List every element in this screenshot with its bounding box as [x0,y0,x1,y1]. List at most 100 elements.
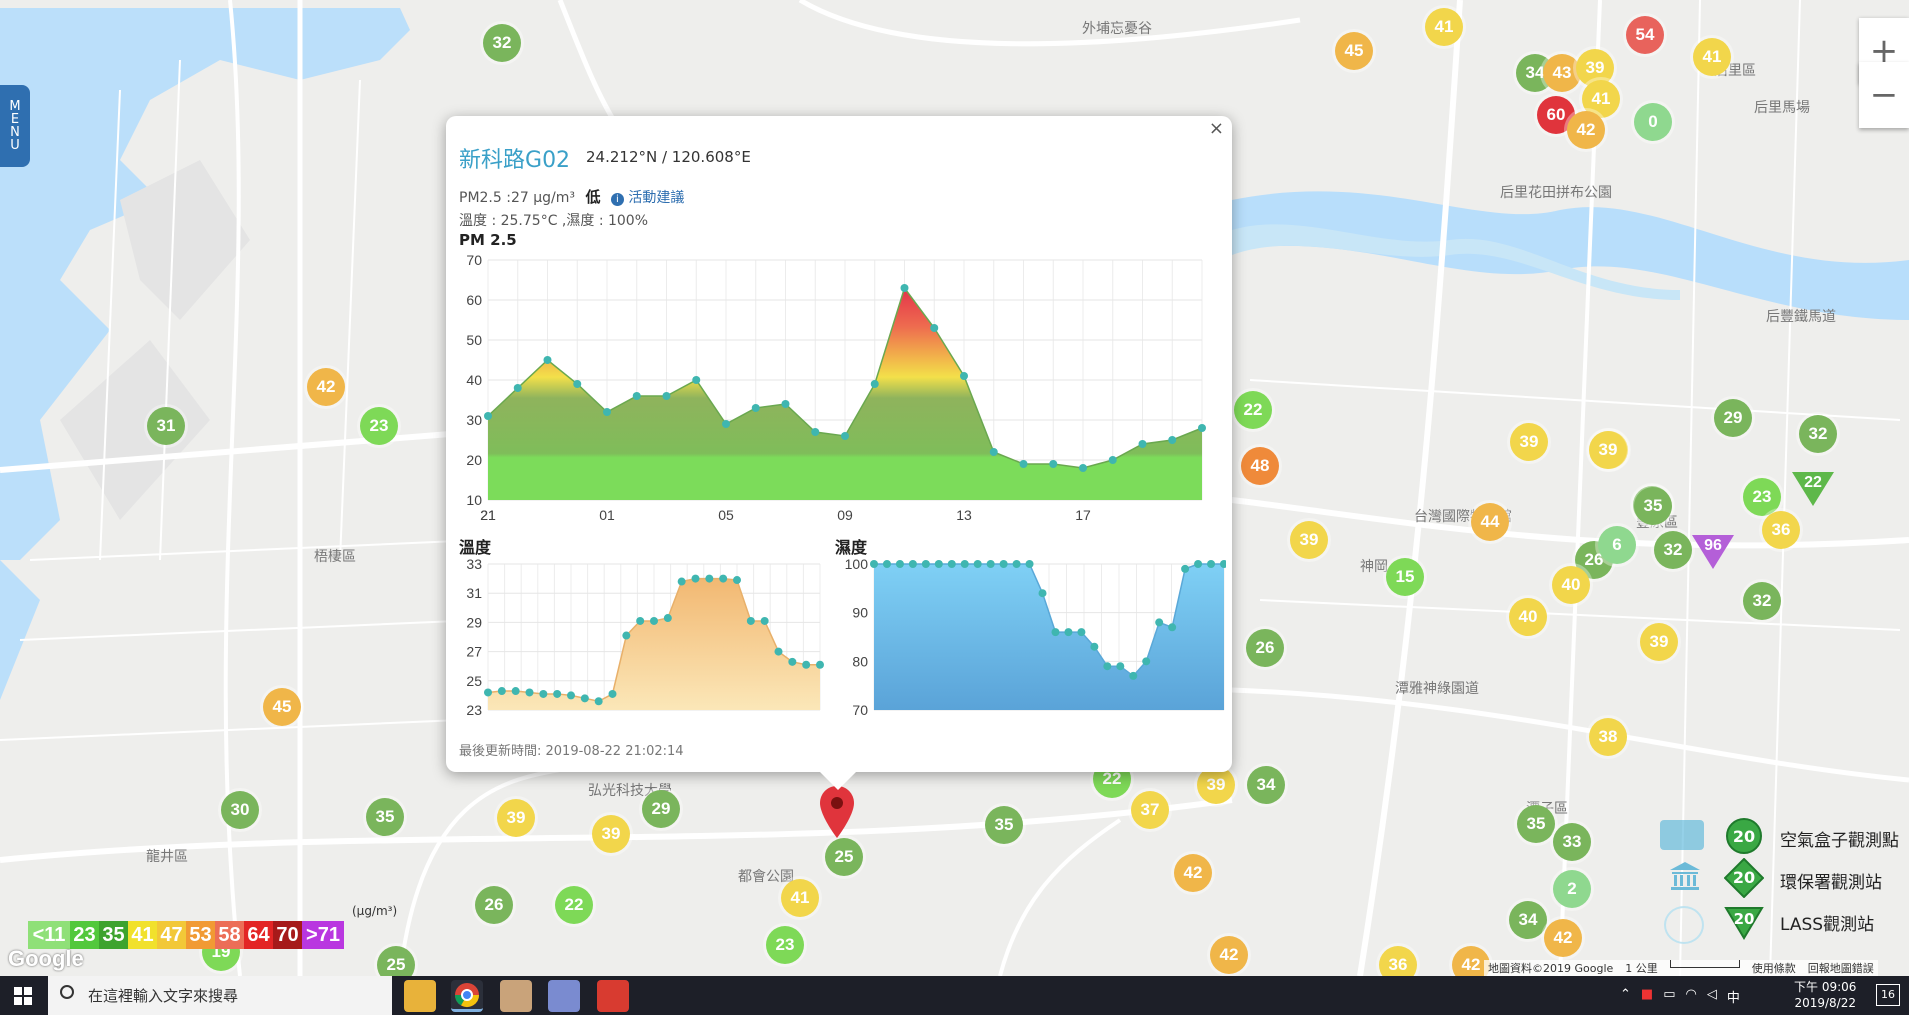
aqi-marker[interactable]: 42 [1452,946,1490,976]
aqi-marker[interactable]: 29 [1714,399,1752,437]
aqi-marker[interactable]: 39 [1510,423,1548,461]
aqi-marker[interactable]: 43 [1543,54,1581,92]
lass-marker-value: 20 [1733,910,1755,928]
sketchup-icon[interactable] [597,980,629,1012]
search-icon [60,985,74,999]
taskbar-search-box[interactable]: 在這裡輸入文字來搜尋 [48,976,392,1015]
aqi-marker[interactable]: 26 [475,886,513,924]
data-point [1194,560,1203,568]
data-point [1168,623,1177,632]
wifi-icon[interactable]: ◠ [1685,987,1697,1002]
aqi-marker[interactable]: 36 [1379,946,1417,976]
chrome-icon[interactable] [451,980,483,1012]
paint-icon[interactable] [548,980,580,1012]
aqi-marker[interactable]: 40 [1509,598,1547,636]
aqi-marker[interactable]: 32 [1654,531,1692,569]
data-point [484,412,492,420]
aqi-marker[interactable]: 35 [1634,487,1672,525]
aqi-marker[interactable]: 35 [366,798,404,836]
app-icon[interactable] [500,980,532,1012]
clock-date: 2019/8/22 [1794,996,1856,1010]
aqi-marker[interactable]: 39 [592,815,630,853]
aqi-marker[interactable]: 41 [1693,38,1731,76]
report-error-link[interactable]: 回報地圖錯誤 [1807,962,1874,975]
clock[interactable]: 下午 09:06 2019/8/22 [1794,979,1856,1011]
aqi-marker[interactable]: 45 [263,688,301,726]
aqi-marker[interactable]: 29 [642,790,680,828]
aqi-marker[interactable]: 39 [1640,623,1678,661]
place-label: 外埔忘憂谷 [1082,21,1152,37]
aqi-marker[interactable]: 23 [766,926,804,964]
windows-start-icon[interactable] [14,987,32,1005]
ime-indicator[interactable]: 中 [1726,991,1740,1006]
aqi-marker[interactable]: 39 [1589,431,1627,469]
volume-icon[interactable]: ◁ [1706,987,1717,1002]
aqi-marker[interactable]: 23 [360,407,398,445]
aqi-marker[interactable]: 48 [1241,447,1279,485]
aqi-marker[interactable]: 39 [1197,766,1235,804]
y-tick-label: 70 [466,252,482,268]
file-explorer-icon[interactable] [404,980,436,1012]
aqi-marker[interactable]: 34 [1247,766,1285,804]
aqi-marker[interactable]: 42 [307,368,345,406]
aqi-marker[interactable]: 25 [377,946,415,976]
data-point [608,689,617,698]
aqi-marker[interactable]: 42 [1210,936,1248,974]
aqi-marker[interactable]: 6 [1598,526,1636,564]
advice-link[interactable]: 活動建議 [628,190,685,206]
aqi-marker[interactable]: 35 [1517,805,1555,843]
data-point [662,392,671,400]
aqi-marker[interactable]: 25 [825,838,863,876]
aqi-marker[interactable]: 40 [1552,566,1590,604]
aqi-marker[interactable]: 39 [1290,521,1328,559]
aqi-marker[interactable]: 34 [1509,901,1547,939]
aqi-marker[interactable]: 22 [1234,391,1272,429]
data-point [543,356,552,364]
aqi-marker[interactable]: 36 [1762,511,1800,549]
lass-triangle-marker[interactable]: 22 [1790,468,1836,508]
y-tick-label: 70 [852,702,868,716]
map-canvas[interactable]: 后里區 后里馬場 后里花田拼布公園 后豐鐵馬道 外埔忘憂谷 梧棲區 龍井區 神岡… [0,0,1909,976]
aqi-marker[interactable]: 32 [1799,415,1837,453]
aqi-marker[interactable]: 42 [1567,111,1605,149]
aqi-marker[interactable]: 42 [1544,919,1582,957]
aqi-marker[interactable]: 2 [1553,870,1591,908]
aqi-marker[interactable]: 42 [1174,854,1212,892]
aqi-marker[interactable]: 41 [1582,80,1620,118]
aqi-marker[interactable]: 31 [147,407,185,445]
aqi-marker[interactable]: 15 [1386,558,1424,596]
aqi-marker[interactable]: 45 [1335,32,1373,70]
aqi-marker[interactable]: 35 [985,806,1023,844]
aqi-marker[interactable]: 44 [1471,503,1509,541]
aqi-marker[interactable]: 30 [221,791,259,829]
aqi-marker[interactable]: 32 [483,24,521,62]
antivirus-icon[interactable]: ■ [1640,987,1654,1002]
lass-triangle-marker[interactable]: 96 [1690,531,1736,571]
legend-bin: 41 [128,921,157,949]
menu-button[interactable]: M E N U [0,85,30,167]
terms-link[interactable]: 使用條款 [1751,962,1796,975]
aqi-marker[interactable]: 37 [1131,791,1169,829]
aqi-marker[interactable]: 23 [1743,478,1781,516]
x-tick-label: 05 [718,507,734,523]
zoom-out-button[interactable]: − [1859,62,1909,128]
windows-taskbar: 在這裡輸入文字來搜尋 ⌃ ■ ▭ ◠ ◁ 中 下午 09:06 2019/8/2… [0,976,1909,1015]
aqi-marker[interactable]: 0 [1634,103,1672,141]
aqi-marker[interactable]: 41 [781,879,819,917]
notification-center-icon[interactable]: 16 [1876,984,1900,1006]
aqi-marker[interactable]: 54 [1626,16,1664,54]
aqi-marker[interactable]: 38 [1589,718,1627,756]
location-pin-icon[interactable] [820,786,854,838]
aqi-marker[interactable]: 26 [1246,629,1284,667]
aqi-marker[interactable]: 39 [497,799,535,837]
battery-icon: ▭ [1663,987,1676,1002]
aqi-marker[interactable]: 22 [555,886,593,924]
data-point [1012,560,1021,568]
system-tray[interactable]: ⌃ ■ ▭ ◠ ◁ 中 [1620,987,1740,1006]
aqi-marker[interactable]: 32 [1743,582,1781,620]
x-tick-label: 21 [480,507,496,523]
close-icon[interactable]: × [1208,118,1224,139]
chevron-up-icon[interactable]: ⌃ [1620,987,1631,1002]
aqi-marker[interactable]: 41 [1425,8,1463,46]
aqi-marker[interactable]: 33 [1553,823,1591,861]
